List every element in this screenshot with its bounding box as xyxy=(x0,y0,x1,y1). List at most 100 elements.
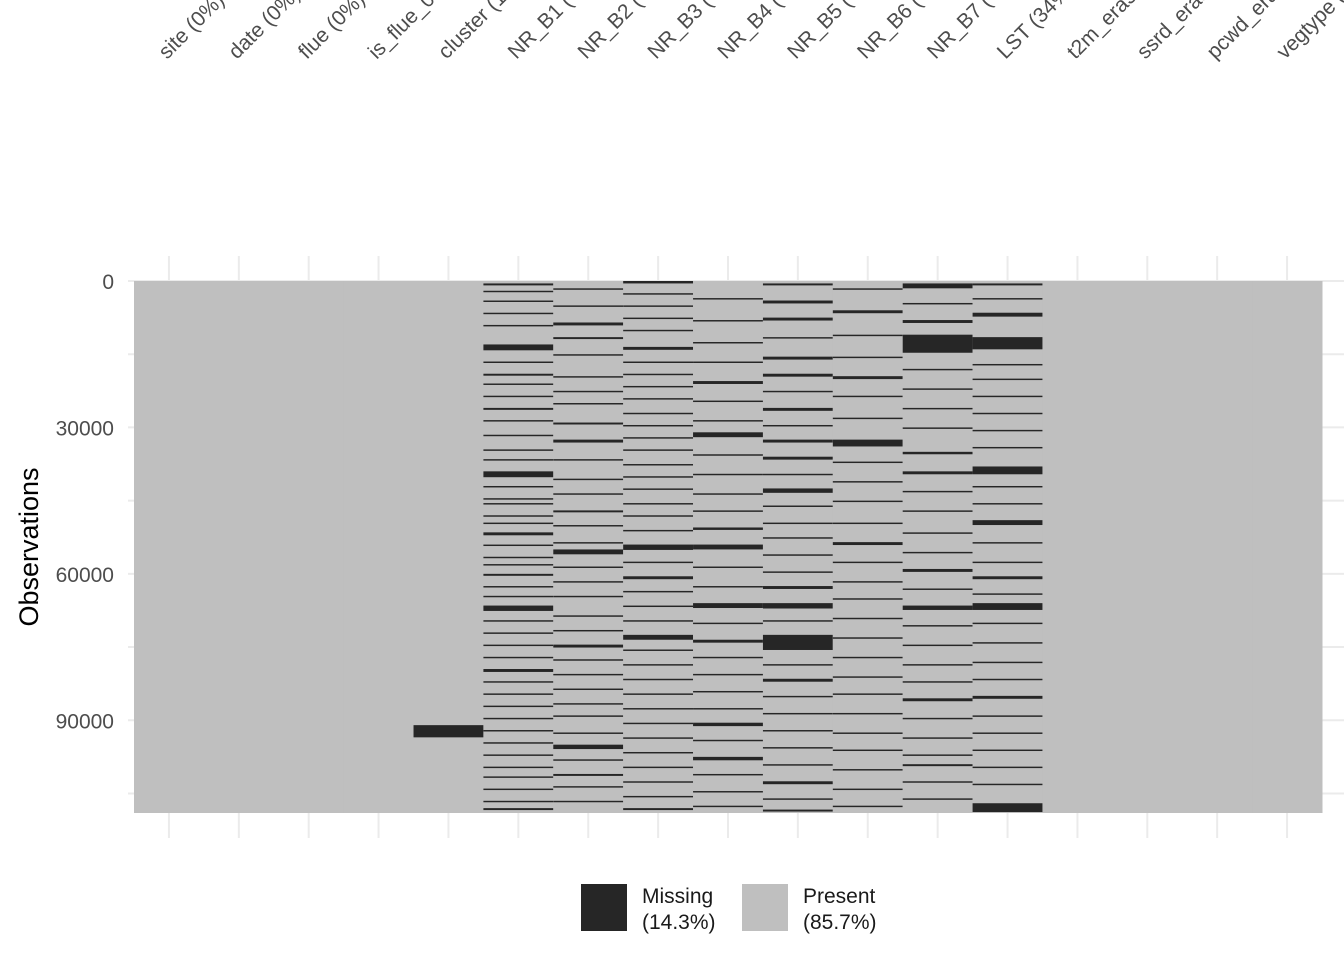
missing-cell xyxy=(693,791,763,793)
present-cell xyxy=(1252,281,1323,813)
missing-cell xyxy=(693,342,763,344)
missing-cell xyxy=(623,412,694,415)
missing-cell xyxy=(762,439,833,443)
missing-cell xyxy=(762,537,833,539)
missing-cell xyxy=(623,576,694,580)
missing-cell xyxy=(902,605,973,610)
missing-cell xyxy=(762,390,833,393)
missing-cell xyxy=(483,503,554,505)
present-cell xyxy=(413,281,484,813)
column-labels: site (0%)date (0%)flue (0%)is_flue_0clus… xyxy=(154,0,1344,64)
missing-cell xyxy=(762,798,833,800)
missing-cell xyxy=(902,510,973,512)
missing-cell xyxy=(762,300,833,304)
missing-cell xyxy=(553,673,624,676)
missing-cell xyxy=(832,732,903,734)
missing-cell xyxy=(623,488,694,490)
missing-cell xyxy=(693,656,763,659)
missing-cell xyxy=(832,598,903,600)
missing-cell xyxy=(553,354,624,356)
missing-cell xyxy=(832,769,903,771)
missing-cell xyxy=(972,803,1043,813)
column-label: date (0%) xyxy=(224,0,305,64)
missing-cell xyxy=(623,664,694,666)
present-cell xyxy=(343,281,415,813)
missing-cell xyxy=(972,446,1043,449)
missing-cell xyxy=(972,429,1043,432)
missing-cell xyxy=(483,485,554,488)
missing-cell xyxy=(902,737,973,739)
missing-cell xyxy=(902,427,973,429)
missing-cell xyxy=(762,603,833,609)
column-label: flue (0%) xyxy=(294,0,370,64)
missing-cell xyxy=(623,329,694,332)
legend-label-present: Present xyxy=(803,885,876,908)
missing-cell xyxy=(483,800,554,803)
missing-cell xyxy=(623,305,694,307)
missing-cell xyxy=(553,525,624,527)
missing-cell xyxy=(832,637,903,639)
column-label: is_flue_0 xyxy=(364,0,440,64)
missing-cell xyxy=(623,678,694,681)
column-label: site (0%) xyxy=(154,0,229,64)
missing-cell xyxy=(483,620,554,622)
missing-cell xyxy=(553,288,624,290)
missing-cell xyxy=(902,490,973,493)
missing-cell xyxy=(832,693,903,695)
y-axis-title: Observations xyxy=(14,467,44,626)
missing-cell xyxy=(972,466,1043,475)
missing-cell xyxy=(902,320,973,323)
present-cell xyxy=(273,281,345,813)
missing-cell xyxy=(902,781,973,783)
column-label: NR_B7 ( xyxy=(923,0,996,64)
missing-cell xyxy=(832,542,903,546)
missing-cell xyxy=(693,690,763,693)
missing-cell xyxy=(832,749,903,752)
missing-cell xyxy=(762,424,833,427)
missing-cell xyxy=(553,403,624,405)
missing-cell xyxy=(972,749,1043,752)
missing-cell xyxy=(483,434,554,437)
missing-cell xyxy=(902,664,973,666)
missing-cell xyxy=(762,317,833,321)
missing-cell xyxy=(623,781,694,783)
present-cell xyxy=(134,281,205,813)
missing-cell xyxy=(972,542,1043,544)
missing-cell xyxy=(832,676,903,678)
column-0 xyxy=(134,281,205,813)
missing-cell xyxy=(553,337,624,340)
column-6 xyxy=(553,281,624,813)
missing-cell xyxy=(483,586,554,588)
missing-cell xyxy=(483,407,554,410)
column-label: LST (34%) xyxy=(993,0,1080,64)
missing-cell xyxy=(902,471,973,475)
missing-cell xyxy=(972,593,1043,595)
missing-cell xyxy=(762,337,833,339)
missing-cell xyxy=(762,634,833,650)
missing-cell xyxy=(693,622,763,625)
missing-cell xyxy=(762,781,833,785)
missing-cell xyxy=(693,298,763,300)
missing-cell xyxy=(483,754,554,756)
missing-cell xyxy=(762,456,833,460)
missing-cell xyxy=(623,766,694,769)
missing-cell xyxy=(553,595,624,598)
missing-cell xyxy=(623,649,694,651)
missing-cell xyxy=(483,595,554,598)
missing-cell xyxy=(623,620,694,622)
missing-cell xyxy=(693,527,763,530)
missing-cell xyxy=(553,703,624,705)
missing-cell xyxy=(693,510,763,512)
column-1 xyxy=(203,281,275,813)
missing-cell xyxy=(902,588,973,590)
missing-cell xyxy=(693,586,763,588)
missing-cell xyxy=(553,549,624,555)
missing-cell xyxy=(902,388,973,390)
missing-cell xyxy=(553,786,624,788)
missing-cell xyxy=(623,476,694,478)
missing-cell xyxy=(972,642,1043,644)
column-15 xyxy=(1182,281,1253,813)
missing-cell xyxy=(483,300,554,302)
